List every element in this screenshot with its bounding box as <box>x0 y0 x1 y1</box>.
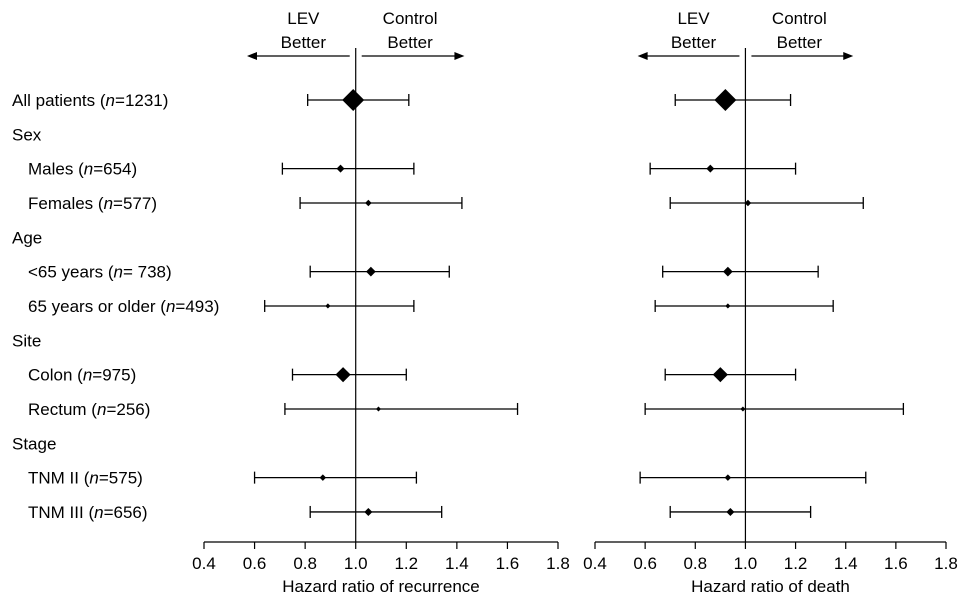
x-tick-label: 1.8 <box>934 554 958 573</box>
hazard-ratio-point <box>714 89 737 111</box>
control-better-annotation: Control <box>383 9 438 28</box>
lev-better-annotation: LEV <box>287 9 320 28</box>
left-arrowhead <box>637 52 648 60</box>
control-better-annotation: Better <box>777 33 823 52</box>
hazard-ratio-point <box>712 367 728 383</box>
row-label: All patients (n=1231) <box>12 91 168 110</box>
row-label: Colon (n=975) <box>28 366 136 385</box>
x-tick-label: 1.0 <box>344 554 368 573</box>
control-better-annotation: Control <box>772 9 827 28</box>
lev-better-annotation: Better <box>281 33 327 52</box>
x-tick-label: 1.2 <box>784 554 808 573</box>
hazard-ratio-point <box>364 507 373 516</box>
row-label: <65 years (n= 738) <box>28 263 172 282</box>
lev-better-annotation: Better <box>671 33 717 52</box>
hazard-ratio-point <box>336 164 345 173</box>
hazard-ratio-point <box>725 303 731 309</box>
left-arrowhead <box>246 52 257 60</box>
group-header-label: Sex <box>12 125 42 144</box>
x-tick-label: 0.6 <box>243 554 267 573</box>
x-tick-label: 0.6 <box>633 554 657 573</box>
row-label: 65 years or older (n=493) <box>28 297 219 316</box>
hazard-ratio-point <box>375 406 381 412</box>
hazard-ratio-point <box>724 474 732 481</box>
hazard-ratio-point <box>726 507 735 516</box>
control-better-annotation: Better <box>387 33 433 52</box>
x-axis-label: Hazard ratio of death <box>691 577 850 596</box>
hazard-ratio-point <box>342 89 365 111</box>
x-tick-label: 1.8 <box>546 554 570 573</box>
group-header-label: Stage <box>12 434 56 453</box>
hazard-ratio-point <box>319 474 327 481</box>
row-label: TNM II (n=575) <box>28 469 143 488</box>
x-tick-label: 1.4 <box>834 554 858 573</box>
group-header-label: Site <box>12 331 41 350</box>
hazard-ratio-point <box>365 199 372 207</box>
x-tick-label: 1.6 <box>884 554 908 573</box>
x-tick-label: 1.2 <box>394 554 418 573</box>
row-label: Females (n=577) <box>28 194 157 213</box>
hazard-ratio-point <box>706 164 715 173</box>
group-header-label: Age <box>12 228 42 247</box>
hazard-ratio-point <box>335 367 351 383</box>
x-tick-label: 1.4 <box>445 554 469 573</box>
lev-better-annotation: LEV <box>677 9 710 28</box>
x-tick-label: 0.8 <box>293 554 317 573</box>
row-label: Rectum (n=256) <box>28 400 150 419</box>
right-arrowhead <box>454 52 465 60</box>
hazard-ratio-point <box>723 266 733 277</box>
x-tick-label: 0.4 <box>192 554 216 573</box>
x-tick-label: 0.8 <box>683 554 707 573</box>
hazard-ratio-point <box>366 266 376 277</box>
hazard-ratio-point <box>744 199 752 207</box>
x-axis-label: Hazard ratio of recurrence <box>282 577 479 596</box>
x-tick-label: 0.4 <box>583 554 607 573</box>
row-label: TNM III (n=656) <box>28 503 148 522</box>
x-tick-label: 1.0 <box>734 554 758 573</box>
x-tick-label: 1.6 <box>496 554 520 573</box>
hazard-ratio-point <box>325 303 331 309</box>
row-label: Males (n=654) <box>28 160 137 179</box>
right-arrowhead <box>843 52 854 60</box>
hazard-ratio-point <box>740 406 746 412</box>
